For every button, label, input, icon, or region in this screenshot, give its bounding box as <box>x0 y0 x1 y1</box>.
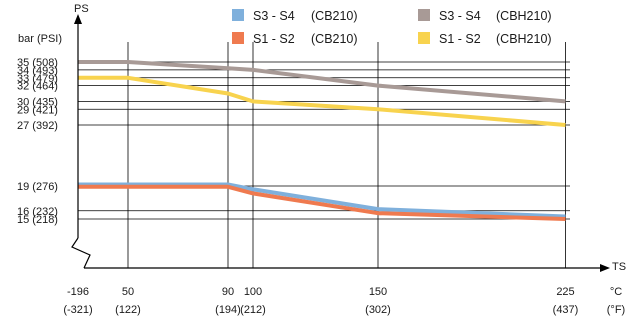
y-tick-label: 35 (508) <box>17 57 58 69</box>
x-tick-label-fahrenheit: (-321) <box>63 304 92 316</box>
series-lines <box>78 60 566 221</box>
x-tick-labels: -196 (-321) 50 (122) 90 (194)100 (212) 150 (302)… <box>63 286 578 316</box>
series-line-4 <box>78 75 566 127</box>
x-tick-label-celsius: 150 <box>369 286 387 298</box>
x-axis-arrow <box>600 264 610 272</box>
x-axis-unit-celsius: °C <box>610 286 622 298</box>
x-axis-unit-fahrenheit: (°F) <box>607 304 625 316</box>
series-line-3 <box>78 60 566 104</box>
y-axis-break <box>71 237 91 269</box>
legend-series-note: (CBH210) <box>496 32 552 46</box>
legend-series-name: S1 - S2 <box>253 32 295 46</box>
y-tick-label: 27 (392) <box>17 120 58 132</box>
x-tick-label-fahrenheit: (122) <box>115 304 141 316</box>
legend-swatch <box>232 32 244 44</box>
x-tick-label-fahrenheit: (437) <box>553 304 579 316</box>
x-tick-label-celsius: 90 <box>222 286 234 298</box>
y-tick-labels: 35 (508)34 (493)33 (479)32 (464) 30 (435)… <box>17 57 58 226</box>
series-line-1 <box>78 182 566 219</box>
y-axis-unit-label: bar (PSI) <box>18 33 62 45</box>
y-tick-label: 32 (464) <box>17 81 58 93</box>
x-tick-label-celsius: 100 <box>244 286 262 298</box>
series-line-2 <box>78 184 566 221</box>
legend: S3 - S4 (CB210) S1 - S2 (CB210) S3 - S4 (CBH2… <box>232 9 552 46</box>
legend-series-name: S3 - S4 <box>253 9 295 23</box>
legend-series-name: S3 - S4 <box>439 9 481 23</box>
x-tick-label-fahrenheit: (212) <box>240 304 266 316</box>
x-tick-label-celsius: 50 <box>122 286 134 298</box>
legend-series-note: (CB210) <box>311 32 358 46</box>
y-tick-label: 15 (218) <box>17 214 58 226</box>
x-tick-label-celsius: -196 <box>67 286 89 298</box>
y-axis-title: PS <box>74 3 89 15</box>
legend-swatch <box>232 9 244 21</box>
grid-lines <box>78 42 570 268</box>
y-tick-label: 16 (232) <box>17 206 58 218</box>
legend-series-note: (CB210) <box>311 9 358 23</box>
legend-series-note: (CBH210) <box>496 9 552 23</box>
y-tick-label: 33 (479) <box>17 73 58 85</box>
x-tick-label-fahrenheit: (194) <box>215 304 241 316</box>
y-tick-label: 29 (421) <box>17 104 58 116</box>
y-axis-arrow <box>74 14 82 24</box>
legend-swatch <box>418 9 430 21</box>
legend-series-name: S1 - S2 <box>439 32 481 46</box>
x-tick-label-celsius: 225 <box>556 286 574 298</box>
legend-swatch <box>418 32 430 44</box>
y-tick-label: 30 (435) <box>17 96 58 108</box>
y-tick-label: 34 (493) <box>17 65 58 77</box>
x-axis-title: TS <box>612 261 626 273</box>
x-tick-label-fahrenheit: (302) <box>365 304 391 316</box>
y-tick-label: 19 (276) <box>17 181 58 193</box>
